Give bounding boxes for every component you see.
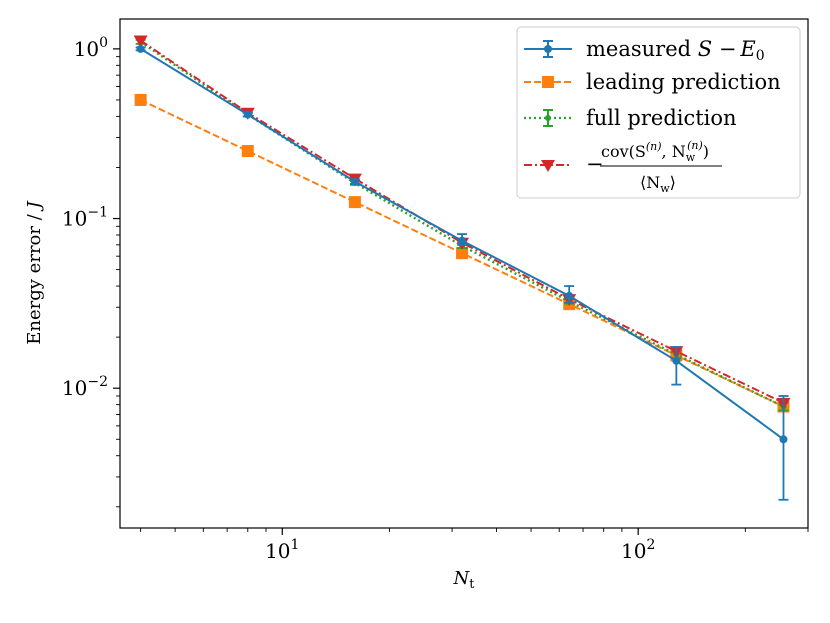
- data-point-measured: [672, 356, 681, 365]
- y-axis-label-italic: J: [24, 200, 45, 213]
- series-measured: [135, 44, 789, 501]
- legend-measured-minus: −: [712, 37, 736, 61]
- legend-marker-cov: [541, 160, 555, 172]
- y-tick-exp: −2: [87, 374, 108, 390]
- data-point-cov: [133, 35, 148, 48]
- y-tick-label: 100: [74, 35, 108, 61]
- x-axis-label: Nt: [453, 568, 476, 592]
- axes-frame: [119, 18, 809, 529]
- data-point-measured: [136, 44, 145, 53]
- data-point-leading: [134, 93, 147, 106]
- legend-measured-S: S: [698, 37, 712, 61]
- legend-cov-den-close: ⟩: [670, 173, 676, 192]
- legend-measured-main: measured: [586, 37, 698, 61]
- y-tick-exp: −1: [87, 205, 108, 221]
- x-tick-base: 10: [621, 539, 646, 563]
- legend-cov-den-w: w: [660, 182, 670, 195]
- legend-cov-num-a: cov(S: [601, 142, 646, 161]
- legend-cov-minus: −: [586, 152, 604, 176]
- data-point-measured: [350, 177, 359, 186]
- legend-marker-measured: [544, 45, 552, 53]
- x-tick-base: 10: [265, 539, 290, 563]
- x-axis-label-main: N: [453, 568, 471, 589]
- y-axis-label-main: Energy error /: [24, 209, 45, 345]
- legend-cov-mid: , N: [662, 142, 686, 161]
- legend-cov-close: ): [703, 142, 709, 161]
- y-tick-base: 10: [62, 207, 87, 231]
- x-tick-exp: 1: [291, 537, 300, 553]
- y-tick-exp: 0: [99, 35, 108, 51]
- x-tick-label: 101: [265, 537, 299, 563]
- legend-label-measured: measured S − E0: [586, 37, 765, 64]
- plot-content: [133, 35, 791, 501]
- legend-cov-denominator: ⟨Nw⟩: [640, 173, 676, 195]
- legend-marker-full: [545, 115, 551, 121]
- legend-measured-E-sub: 0: [756, 48, 765, 64]
- x-tick-exp: 2: [646, 537, 655, 553]
- y-tick-label: 10−2: [62, 374, 108, 400]
- data-point-measured: [779, 435, 788, 444]
- x-tick-label: 102: [621, 537, 655, 563]
- data-point-measured: [565, 291, 574, 300]
- legend-entry-measured: measured S − E0: [524, 37, 765, 64]
- data-point-leading: [348, 196, 361, 209]
- legend-cov-n1: (n): [646, 140, 662, 153]
- y-axis-label: Energy error / J: [24, 200, 45, 345]
- legend-entry-leading: leading prediction: [524, 70, 781, 94]
- legend-cov-w1: w: [686, 151, 696, 164]
- legend-label-leading: leading prediction: [586, 70, 781, 94]
- legend-measured-E: E: [739, 37, 755, 61]
- legend-label-full: full prediction: [586, 106, 737, 130]
- legend: measured S − E0 leading prediction full p…: [516, 26, 801, 199]
- legend-box: [516, 26, 801, 199]
- data-point-leading: [241, 145, 254, 158]
- legend-entry-cov: − cov(S(n), Nw(n)) ⟨Nw⟩: [524, 139, 722, 195]
- y-tick-base: 10: [62, 376, 87, 400]
- y-tick-label: 10−1: [62, 205, 108, 231]
- x-axis-label-sub: t: [469, 577, 475, 592]
- legend-marker-leading: [542, 76, 554, 88]
- legend-entry-full: full prediction: [524, 106, 737, 130]
- legend-cov-den-open: ⟨N: [640, 173, 660, 192]
- data-point-measured: [458, 236, 467, 245]
- y-tick-base: 10: [74, 37, 99, 61]
- data-point-leading: [456, 247, 469, 260]
- data-point-measured: [243, 110, 252, 119]
- legend-cov-n2: (n): [687, 139, 703, 152]
- legend-cov-numerator: cov(S(n), Nw(n)): [601, 139, 709, 164]
